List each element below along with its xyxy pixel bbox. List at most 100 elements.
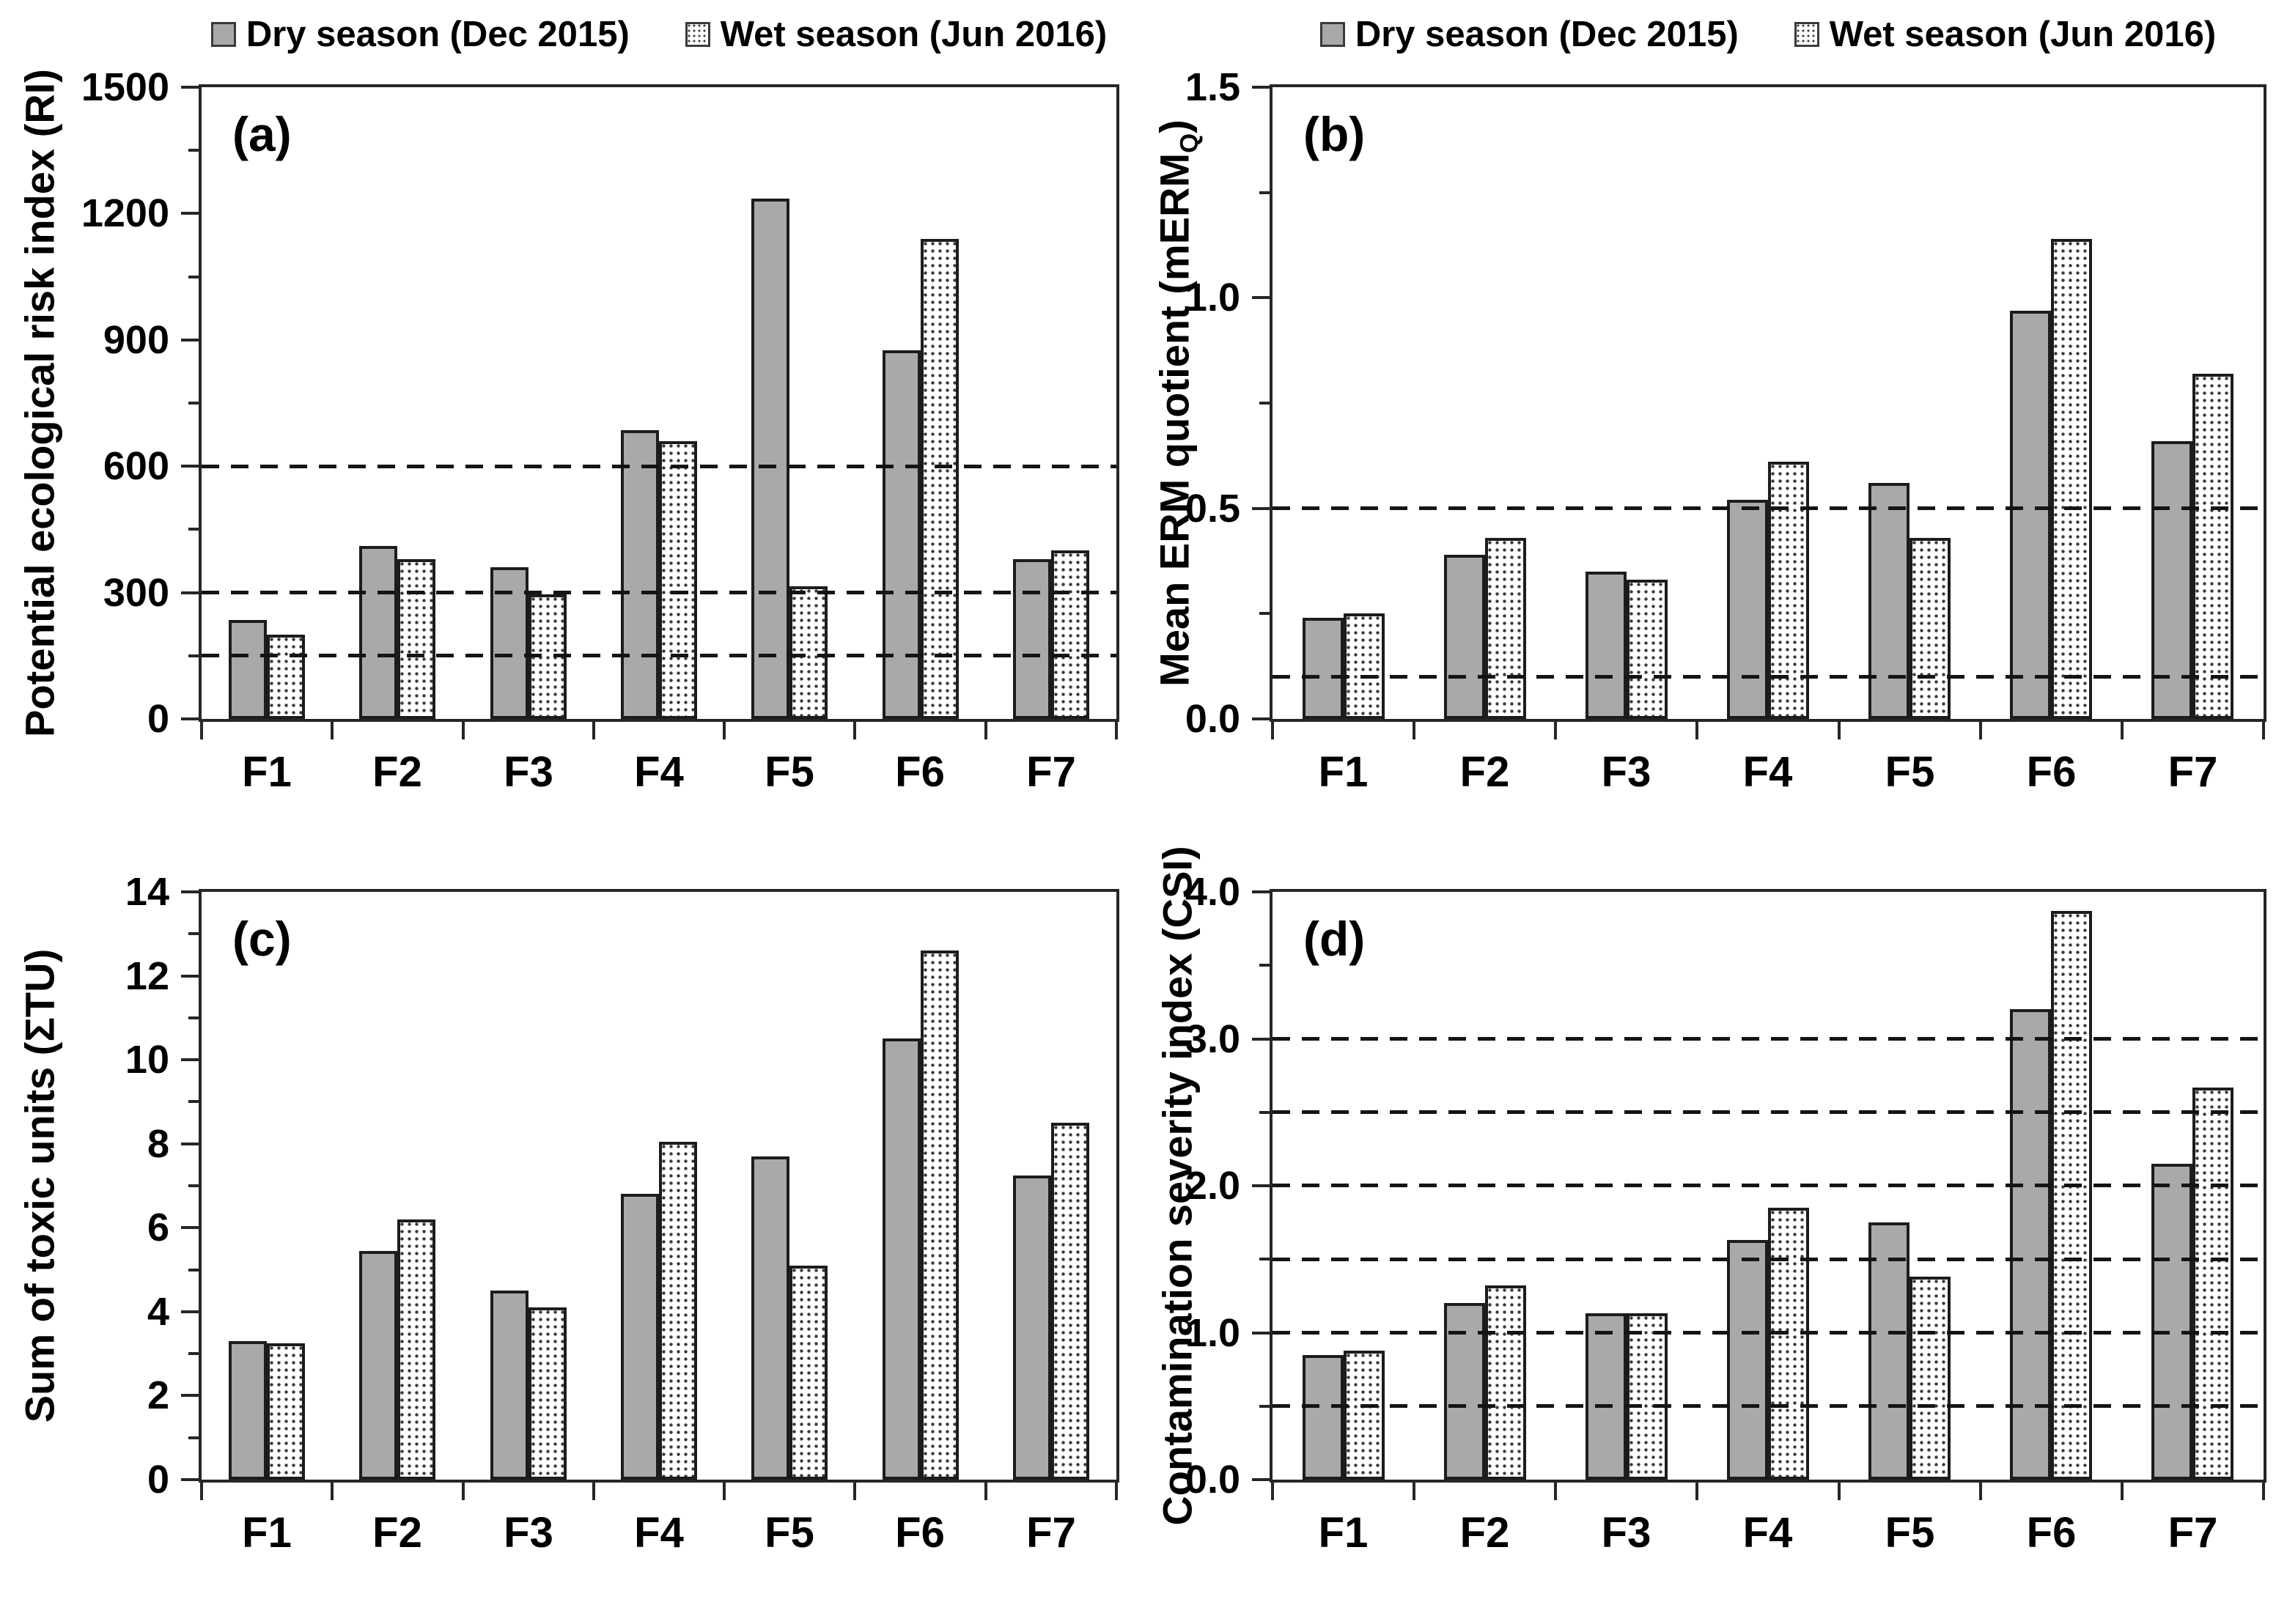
- x-axis-tick: [984, 722, 987, 739]
- dry-season-swatch: [210, 22, 236, 47]
- x-axis-tick: [853, 722, 856, 739]
- y-axis-tick-label: 12: [125, 954, 169, 998]
- x-axis-tick: [331, 722, 334, 739]
- y-axis-major-tick: [1252, 717, 1270, 720]
- x-category-label-f5: F5: [765, 748, 814, 796]
- threshold-dashed-line: [202, 654, 1116, 657]
- wet-season-bar-f6: [2051, 239, 2092, 719]
- x-category-label-f1: F1: [242, 748, 292, 796]
- x-axis-tick: [2262, 1483, 2265, 1500]
- y-axis-minor-tick: [188, 276, 199, 278]
- x-axis-tick: [1979, 722, 1982, 739]
- y-axis-major-tick: [181, 1143, 199, 1145]
- y-axis-major-tick: [1252, 1332, 1270, 1335]
- legend-item-dry-season: Dry season (Dec 2015): [1319, 14, 1739, 55]
- y-axis-tick-label: 10: [125, 1038, 169, 1082]
- legend-label-wet-season: Wet season (Jun 2016): [1829, 15, 2217, 54]
- x-axis-tick: [1554, 722, 1557, 739]
- panel-letter: (b): [1303, 107, 1366, 161]
- wet-season-bar-f5: [1909, 1277, 1951, 1480]
- wet-season-bar-f3: [1627, 580, 1668, 719]
- x-axis-tick: [592, 722, 595, 739]
- y-axis-minor-tick: [188, 1269, 199, 1271]
- x-axis-tick: [331, 1483, 334, 1500]
- x-category-label-f4: F4: [1742, 748, 1793, 796]
- wet-season-bar-f6: [921, 951, 959, 1480]
- wet-season-bar-f1: [267, 1343, 305, 1480]
- x-axis-tick: [723, 1483, 726, 1500]
- legend-item-wet-season: Wet season (Jun 2016): [1794, 14, 2216, 55]
- wet-season-bar-f7: [1051, 1123, 1089, 1480]
- x-category-label-f3: F3: [504, 1509, 553, 1557]
- dry-season-bar-f1: [229, 1341, 267, 1480]
- dry-season-bar-f5: [1868, 1222, 1909, 1480]
- x-category-label-f3: F3: [504, 748, 553, 796]
- y-axis-tick-label: 4.0: [1185, 870, 1240, 914]
- dry-season-bar-f3: [1586, 572, 1627, 719]
- x-category-label-f1: F1: [1318, 748, 1369, 796]
- dry-season-bar-f4: [621, 430, 659, 719]
- y-axis-minor-tick: [1259, 191, 1270, 194]
- x-category-label-f7: F7: [1026, 1509, 1076, 1557]
- y-axis-minor-tick: [188, 149, 199, 152]
- y-axis-minor-tick: [1259, 612, 1270, 615]
- y-axis-major-tick: [181, 212, 199, 215]
- y-axis-major-tick: [1252, 1184, 1270, 1187]
- y-axis-title: Mean ERM quotient (mERMQ): [1150, 119, 1204, 687]
- panel-a: Dry season (Dec 2015) Wet season (Jun 20…: [0, 0, 1144, 812]
- x-category-label-f3: F3: [1601, 748, 1651, 796]
- y-axis-minor-tick: [188, 1100, 199, 1103]
- panel-c: Sum of toxic units (ΣTU) (c) 0 2 4 6 8 10 12 14…: [0, 812, 1144, 1624]
- dry-season-bar-f3: [490, 1291, 529, 1480]
- dry-season-bar-f6: [883, 1038, 921, 1480]
- dry-season-swatch: [1319, 22, 1345, 47]
- y-axis-major-tick: [181, 890, 199, 893]
- wet-season-bar-f3: [1627, 1313, 1668, 1480]
- y-axis-tick-label: 4: [147, 1290, 169, 1334]
- y-axis-minor-tick: [188, 1436, 199, 1439]
- dry-season-bar-f6: [2010, 311, 2051, 719]
- threshold-dashed-line: [202, 465, 1116, 468]
- y-axis-major-tick: [1252, 1478, 1270, 1481]
- panel-letter: (a): [232, 107, 292, 161]
- legend-item-wet-season: Wet season (Jun 2016): [685, 14, 1107, 55]
- y-axis-major-tick: [181, 1310, 199, 1313]
- y-axis-major-tick: [181, 1478, 199, 1481]
- dry-season-bar-f1: [229, 620, 267, 719]
- wet-season-swatch: [1794, 22, 1819, 47]
- x-axis-tick: [984, 1483, 987, 1500]
- wet-season-bar-f1: [1344, 613, 1385, 719]
- y-axis-tick-label: 1.5: [1185, 65, 1240, 109]
- y-axis-minor-tick: [1259, 402, 1270, 405]
- x-category-label-f5: F5: [1885, 1509, 1935, 1557]
- dry-season-bar-f5: [751, 1156, 789, 1480]
- threshold-dashed-line: [1273, 1037, 2264, 1041]
- y-axis-major-tick: [181, 86, 199, 89]
- y-axis-minor-tick: [1259, 964, 1270, 967]
- y-axis-major-tick: [181, 1226, 199, 1229]
- dry-season-bar-f7: [1013, 1175, 1051, 1480]
- y-axis-major-tick: [1252, 86, 1270, 89]
- x-axis-tick: [1271, 722, 1274, 739]
- panel-letter: (c): [232, 912, 292, 966]
- x-category-label-f6: F6: [895, 1509, 945, 1557]
- y-axis-tick-label: 2: [147, 1373, 169, 1417]
- wet-season-bar-f6: [921, 239, 959, 719]
- wet-season-bar-f2: [397, 559, 435, 719]
- x-category-label-f2: F2: [1459, 1509, 1510, 1557]
- x-axis-tick: [2121, 722, 2124, 739]
- threshold-dashed-line: [1273, 1331, 2264, 1335]
- legend-label-dry-season: Dry season (Dec 2015): [246, 15, 630, 54]
- wet-season-bar-f2: [1485, 538, 1526, 719]
- y-axis-major-tick: [1252, 890, 1270, 893]
- dry-season-bar-f4: [1727, 1240, 1768, 1480]
- y-axis-major-tick: [181, 975, 199, 978]
- dry-season-bar-f7: [2151, 441, 2192, 719]
- x-axis-tick: [723, 722, 726, 739]
- panel-d: Contamination severity index (CSI) (d) 0…: [1144, 812, 2287, 1624]
- x-axis-tick: [200, 722, 203, 739]
- threshold-dashed-line: [1273, 1258, 2264, 1261]
- y-axis-title-text: Mean ERM quotient (mERM: [1151, 152, 1198, 687]
- dry-season-bar-f6: [883, 350, 921, 719]
- dry-season-bar-f7: [2151, 1164, 2192, 1480]
